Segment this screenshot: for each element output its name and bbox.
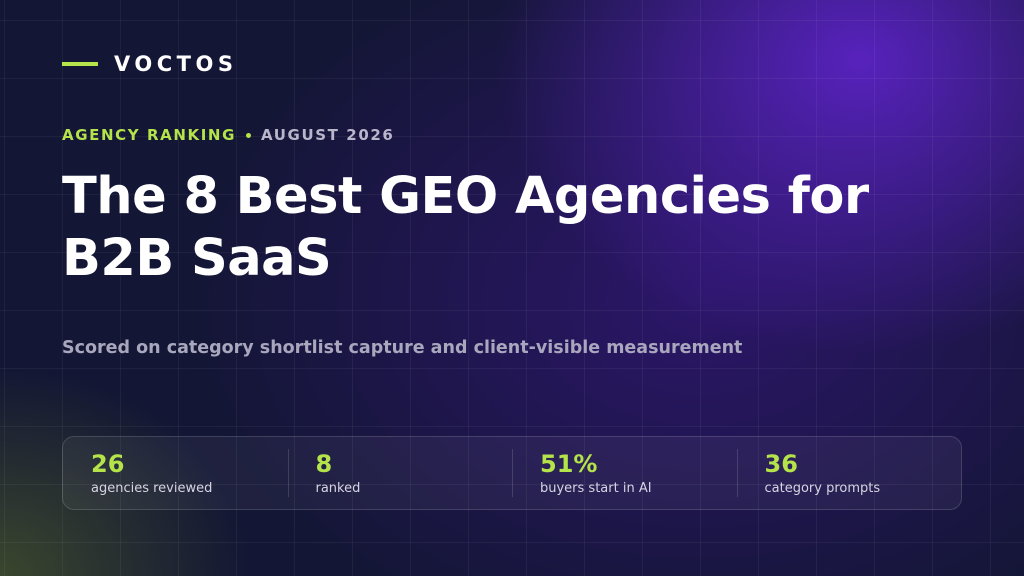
stat: 8 ranked bbox=[287, 437, 513, 509]
stats-panel: 26 agencies reviewed 8 ranked 51% buyers star… bbox=[62, 436, 962, 510]
stat: 36 category prompts bbox=[736, 437, 962, 509]
stat: 51% buyers start in AI bbox=[512, 437, 737, 509]
stat-value: 36 bbox=[764, 450, 798, 478]
separator-dot bbox=[246, 132, 251, 138]
stat-value: 51% bbox=[540, 450, 598, 478]
eyebrow-category: AGENCY RANKING bbox=[62, 126, 236, 144]
title: The 8 Best GEO Agencies for B2B SaaS bbox=[62, 167, 869, 288]
stat-value: 26 bbox=[91, 450, 125, 478]
stat-label: agencies reviewed bbox=[91, 481, 213, 496]
subtitle: Scored on category shortlist capture and… bbox=[62, 338, 743, 358]
brand: VOCTOS bbox=[62, 52, 237, 76]
stat-label: buyers start in AI bbox=[540, 481, 652, 496]
stat-value: 8 bbox=[315, 450, 333, 478]
stat: 26 agencies reviewed bbox=[63, 437, 288, 509]
eyebrow-date: AUGUST 2026 bbox=[261, 126, 395, 144]
stat-label: ranked bbox=[315, 481, 361, 496]
eyebrow: AGENCY RANKING AUGUST 2026 bbox=[62, 126, 394, 144]
brand-name: VOCTOS bbox=[114, 52, 238, 76]
brand-dash bbox=[62, 62, 98, 66]
stat-label: category prompts bbox=[764, 481, 881, 496]
